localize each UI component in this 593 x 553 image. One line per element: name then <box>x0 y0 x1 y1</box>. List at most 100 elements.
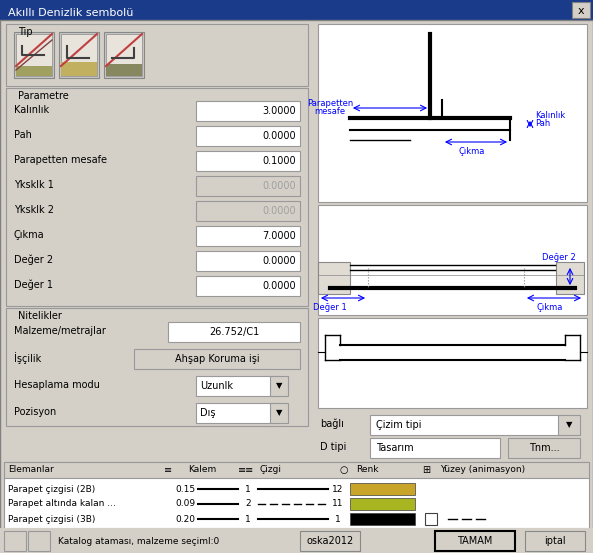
Bar <box>196 151 300 171</box>
Bar <box>4 462 589 528</box>
Bar <box>525 531 585 551</box>
Text: Pozisyon: Pozisyon <box>14 407 56 417</box>
Text: ≡: ≡ <box>164 465 172 475</box>
Text: Yüzey (animasyon): Yüzey (animasyon) <box>440 466 525 474</box>
Text: oska2012: oska2012 <box>307 536 353 546</box>
Text: 0.0000: 0.0000 <box>262 281 296 291</box>
Bar <box>61 62 97 76</box>
Bar <box>318 24 587 202</box>
Text: Malzeme/metrajlar: Malzeme/metrajlar <box>14 326 106 336</box>
Bar <box>4 531 26 551</box>
Bar <box>59 32 99 78</box>
Bar <box>196 403 278 423</box>
Text: mesafe: mesafe <box>314 107 346 116</box>
Text: Parametre: Parametre <box>18 91 69 101</box>
Text: ○: ○ <box>340 465 348 475</box>
Bar <box>196 126 300 146</box>
Text: Hesaplama modu: Hesaplama modu <box>14 380 100 390</box>
Bar <box>4 462 589 478</box>
Text: ▼: ▼ <box>276 409 282 418</box>
Bar <box>318 318 587 408</box>
Text: İşçilik: İşçilik <box>14 352 42 364</box>
Bar <box>196 101 300 121</box>
Bar <box>6 24 308 86</box>
Bar <box>572 2 590 18</box>
Text: 0.0000: 0.0000 <box>262 181 296 191</box>
Bar <box>196 176 300 196</box>
Bar <box>106 64 142 76</box>
Text: ⊞: ⊞ <box>422 465 430 475</box>
Bar <box>270 403 288 423</box>
Text: Tasarım: Tasarım <box>376 443 414 453</box>
Text: Değer 1: Değer 1 <box>313 304 347 312</box>
Text: Tnm...: Tnm... <box>529 443 559 453</box>
Text: Parapetten: Parapetten <box>307 99 353 108</box>
Text: Kalem: Kalem <box>188 466 216 474</box>
Bar <box>196 376 278 396</box>
Bar <box>558 415 580 435</box>
Bar <box>28 531 50 551</box>
Text: Değer 2: Değer 2 <box>542 253 576 263</box>
Bar <box>0 0 593 20</box>
Text: Tip: Tip <box>18 27 33 37</box>
Bar <box>14 32 54 78</box>
Text: Yksklk 1: Yksklk 1 <box>14 180 54 190</box>
Text: Akıllı Denizlik sembolü: Akıllı Denizlik sembolü <box>8 8 133 18</box>
Text: 1: 1 <box>335 514 341 524</box>
Text: Parapetten mesafe: Parapetten mesafe <box>14 155 107 165</box>
Text: iptal: iptal <box>544 536 566 546</box>
Bar <box>318 205 587 315</box>
Text: Çizgi: Çizgi <box>260 466 282 474</box>
Text: Parapet çizgisi (3B): Parapet çizgisi (3B) <box>8 514 95 524</box>
Text: ▼: ▼ <box>276 382 282 390</box>
Text: Nitelikler: Nitelikler <box>18 311 62 321</box>
Bar <box>556 262 584 294</box>
Bar <box>196 226 300 246</box>
Bar <box>270 376 288 396</box>
Text: Çıkma: Çıkma <box>14 230 44 240</box>
Text: 1: 1 <box>245 514 251 524</box>
Text: Çıkma: Çıkma <box>459 148 485 156</box>
Text: 11: 11 <box>332 499 344 509</box>
Bar <box>425 513 437 525</box>
Bar <box>435 531 515 551</box>
Text: 0.15: 0.15 <box>175 484 195 493</box>
Bar <box>350 498 415 510</box>
Text: TAMAM: TAMAM <box>457 536 493 546</box>
Bar <box>16 66 52 76</box>
Bar <box>350 483 415 495</box>
Text: 2: 2 <box>245 499 251 509</box>
Text: 3.0000: 3.0000 <box>262 106 296 116</box>
Text: Değer 2: Değer 2 <box>14 255 53 265</box>
Text: Parapet altında kalan ...: Parapet altında kalan ... <box>8 499 116 509</box>
Bar <box>196 251 300 271</box>
Text: Elemanlar: Elemanlar <box>8 466 54 474</box>
Bar <box>196 276 300 296</box>
Text: Renk: Renk <box>356 466 378 474</box>
Bar <box>196 201 300 221</box>
Text: Çıkma: Çıkma <box>537 304 563 312</box>
Bar <box>370 415 566 435</box>
Text: 7.0000: 7.0000 <box>262 231 296 241</box>
Bar <box>16 34 52 76</box>
Text: 0.0000: 0.0000 <box>262 206 296 216</box>
Text: Çizim tipi: Çizim tipi <box>376 420 422 430</box>
Text: Pah: Pah <box>14 130 32 140</box>
Bar <box>508 438 580 458</box>
Text: D tipi: D tipi <box>320 442 346 452</box>
Text: bağlı: bağlı <box>320 419 344 429</box>
Bar <box>168 322 300 342</box>
Text: Ahşap Koruma işi: Ahşap Koruma işi <box>175 354 259 364</box>
Text: Değer 1: Değer 1 <box>14 280 53 290</box>
Text: Uzunlk: Uzunlk <box>200 381 233 391</box>
Bar <box>318 262 350 294</box>
Bar <box>300 531 360 551</box>
Text: 0.20: 0.20 <box>175 514 195 524</box>
Text: 1: 1 <box>245 484 251 493</box>
Bar <box>6 308 308 426</box>
Text: 0.0000: 0.0000 <box>262 256 296 266</box>
Text: Dış: Dış <box>200 408 215 418</box>
Bar <box>0 528 593 553</box>
Bar <box>6 88 308 306</box>
Bar <box>134 349 300 369</box>
